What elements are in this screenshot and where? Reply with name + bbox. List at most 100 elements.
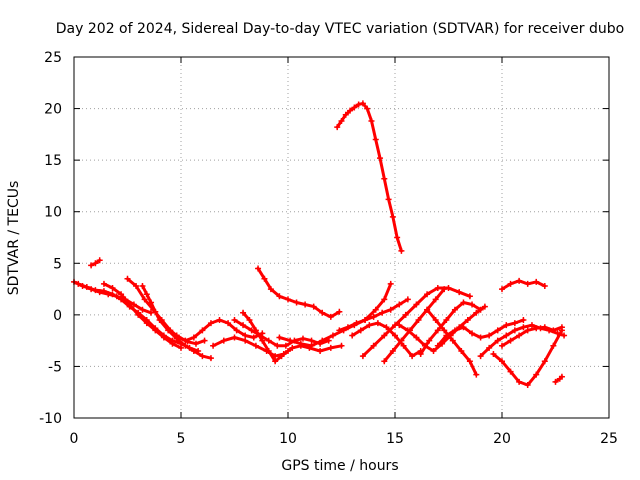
data-point [552, 378, 559, 385]
data-point [319, 337, 326, 344]
data-point [287, 337, 294, 344]
data-point [75, 280, 82, 287]
data-point [126, 301, 133, 308]
series-arc-3 [88, 257, 103, 269]
data-point [466, 358, 473, 365]
data-point [402, 311, 409, 318]
data-point [385, 196, 392, 203]
data-point [541, 358, 548, 365]
data-point [370, 342, 377, 349]
data-point [415, 317, 422, 324]
data-point [430, 347, 437, 354]
data-point [451, 306, 458, 313]
data-point [379, 309, 386, 316]
data-point [124, 275, 131, 282]
data-point [443, 332, 450, 339]
data-point [118, 291, 125, 298]
data-point [139, 282, 146, 289]
data-point [372, 136, 379, 143]
axis-ticks [73, 56, 610, 419]
grid-lines [74, 57, 609, 418]
data-point [432, 317, 439, 324]
series-arc-24 [499, 324, 565, 349]
data-point [242, 332, 249, 339]
x-tick-label: 0 [70, 431, 79, 447]
data-point [524, 381, 531, 388]
y-tick-label: 0 [53, 308, 62, 324]
data-point [362, 317, 369, 324]
data-point [394, 234, 401, 241]
data-point [334, 124, 341, 131]
data-point [370, 313, 377, 320]
data-point [486, 332, 493, 339]
data-point [173, 332, 180, 339]
data-point [400, 342, 407, 349]
data-point [265, 347, 272, 354]
data-point [261, 275, 268, 282]
data-point [417, 351, 424, 358]
data-point [246, 317, 253, 324]
data-point [160, 334, 167, 341]
data-point [413, 334, 420, 341]
data-point [344, 324, 351, 331]
data-point [533, 371, 540, 378]
x-tick-label: 25 [600, 431, 618, 447]
data-point [285, 347, 291, 354]
series-arc-13 [336, 296, 411, 334]
series-line [256, 266, 341, 319]
x-tick-label: 20 [493, 431, 511, 447]
data-point [387, 306, 394, 313]
data-point [377, 155, 384, 162]
data-point [507, 368, 514, 375]
data-point [182, 342, 189, 349]
data-point [441, 286, 448, 293]
x-tick-labels: 0 5 10 15 20 25 [70, 431, 618, 447]
data-point [255, 265, 262, 272]
data-point [456, 289, 463, 296]
data-point [118, 296, 125, 303]
data-point [299, 335, 306, 342]
data-point [165, 327, 172, 334]
data-point [503, 322, 510, 329]
data-point [152, 327, 159, 334]
data-point [152, 308, 159, 315]
data-point [231, 334, 238, 341]
data-point [516, 277, 523, 284]
series-arc-25 [499, 277, 548, 293]
data-point [92, 287, 99, 294]
data-point [494, 327, 501, 334]
data-point [550, 327, 557, 334]
data-point [289, 344, 296, 351]
data-point [156, 317, 163, 324]
data-point [443, 317, 450, 324]
data-point [276, 293, 283, 300]
data-point [561, 332, 568, 339]
data-point [207, 355, 214, 362]
data-point [242, 337, 249, 344]
data-point [240, 309, 247, 316]
data-point [516, 378, 523, 385]
data-point [460, 324, 467, 331]
y-tick-labels: -10 -5 0 5 10 15 20 25 [39, 50, 62, 427]
data-point [190, 347, 197, 354]
data-point [109, 291, 116, 298]
data-point [169, 340, 176, 347]
series-arc-16 [359, 285, 473, 360]
data-point [490, 351, 497, 358]
data-point [252, 342, 259, 349]
data-point [359, 100, 366, 107]
data-point [533, 278, 540, 285]
data-point [434, 342, 441, 349]
series-arc-15 [349, 320, 424, 360]
data-point [148, 299, 155, 306]
data-point [473, 309, 480, 316]
data-point [466, 293, 473, 300]
data-point [458, 347, 465, 354]
y-axis-label: SDTVAR / TECUs [6, 181, 22, 296]
y-tick-label: 20 [44, 102, 62, 118]
data-point [240, 322, 247, 329]
data-point [336, 327, 343, 334]
data-point [541, 282, 548, 289]
y-tick-label: 15 [44, 153, 62, 169]
